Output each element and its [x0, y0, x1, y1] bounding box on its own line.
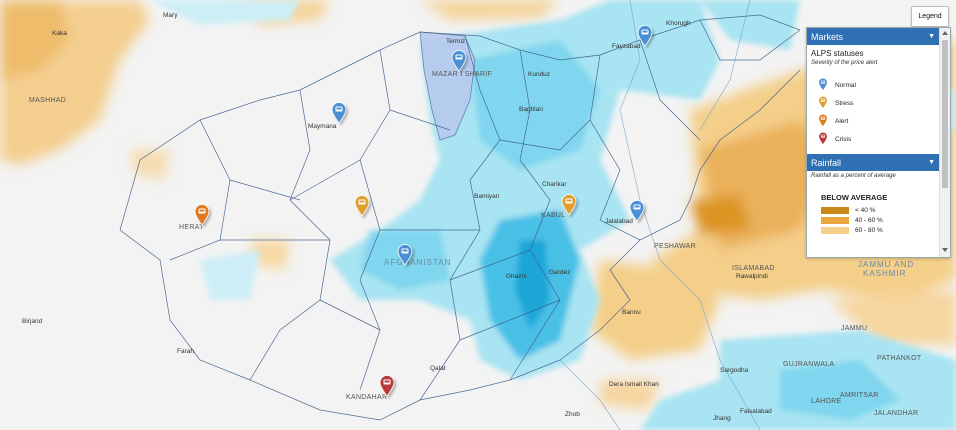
- markets-header-label: Markets: [811, 31, 844, 42]
- color-swatch: [821, 226, 849, 234]
- svg-text:LAHORE: LAHORE: [811, 398, 842, 405]
- legend-scrollbar[interactable]: [939, 28, 950, 257]
- status-list: Normal Stress Alert Crisis: [807, 76, 939, 148]
- status-label: Stress: [835, 99, 854, 107]
- svg-text:Kunduz: Kunduz: [528, 71, 550, 78]
- rainfall-range-list: < 40 % 40 - 60 % 60 - 80 %: [807, 202, 939, 235]
- svg-text:Jalalabad: Jalalabad: [605, 218, 633, 225]
- rainfall-range-item: 40 - 60 %: [807, 215, 939, 225]
- svg-text:MAZAR I SHARIF: MAZAR I SHARIF: [432, 71, 492, 78]
- market-pin-icon: [818, 95, 835, 111]
- chevron-down-icon: ▼: [928, 33, 935, 40]
- svg-text:Sargodha: Sargodha: [720, 367, 749, 374]
- rainfall-header-label: Rainfall: [811, 157, 842, 168]
- svg-text:Charikar: Charikar: [542, 181, 567, 188]
- color-swatch: [821, 206, 849, 214]
- svg-text:Dera Ismail Khan: Dera Ismail Khan: [609, 381, 659, 388]
- legend-button[interactable]: Legend: [911, 6, 949, 27]
- svg-text:Khorugh: Khorugh: [666, 20, 691, 27]
- country-label-jammu: JAMMU AND: [858, 260, 914, 269]
- svg-text:Bamiyan: Bamiyan: [474, 193, 500, 200]
- svg-text:Termiz: Termiz: [446, 38, 465, 45]
- rainfall-range-item: 60 - 80 %: [807, 225, 939, 235]
- market-pin-icon: [818, 113, 835, 129]
- market-marker-icon[interactable]: [561, 194, 577, 216]
- color-swatch: [821, 216, 849, 224]
- market-marker-icon[interactable]: [397, 244, 413, 266]
- scroll-thumb[interactable]: [942, 40, 948, 188]
- svg-text:Qalat: Qalat: [430, 365, 446, 372]
- status-label: Normal: [835, 81, 856, 89]
- svg-text:Zhob: Zhob: [565, 411, 580, 418]
- status-label: Alert: [835, 117, 849, 125]
- svg-text:JAMMU: JAMMU: [841, 325, 867, 332]
- markets-note: Severity of the price alert: [811, 60, 878, 66]
- market-marker-icon[interactable]: [354, 195, 370, 217]
- legend-panel: Markets ▼ ALPS statuses Severity of the …: [806, 27, 951, 258]
- svg-text:Baghlan: Baghlan: [519, 106, 543, 113]
- chevron-down-icon: ▼: [928, 159, 935, 166]
- market-pin-icon: [818, 77, 835, 93]
- svg-text:KABUL: KABUL: [541, 212, 565, 219]
- svg-text:Kaka: Kaka: [52, 30, 67, 37]
- markets-section-header[interactable]: Markets ▼: [807, 28, 939, 45]
- market-marker-icon[interactable]: [451, 50, 467, 72]
- status-item-crisis: Crisis: [807, 130, 939, 148]
- svg-text:Mary: Mary: [163, 12, 178, 19]
- status-item-normal: Normal: [807, 76, 939, 94]
- range-label: < 40 %: [855, 206, 876, 214]
- range-label: 40 - 60 %: [855, 216, 883, 224]
- svg-text:Ghazni: Ghazni: [506, 273, 527, 280]
- svg-text:PESHAWAR: PESHAWAR: [654, 243, 696, 250]
- country-label-afghanistan: AFGHANISTAN: [384, 258, 451, 267]
- svg-text:Birjand: Birjand: [22, 318, 43, 325]
- svg-text:Faisalabad: Faisalabad: [740, 408, 772, 415]
- city-labels: Kaka Mary Termiz Kunduz Khorugh Fayzabad…: [22, 12, 772, 422]
- range-label: 60 - 80 %: [855, 226, 883, 234]
- status-label: Crisis: [835, 135, 852, 143]
- svg-text:AMRITSAR: AMRITSAR: [840, 392, 879, 399]
- svg-text:MASHHAD: MASHHAD: [29, 97, 66, 104]
- svg-text:Rawalpindi: Rawalpindi: [736, 273, 768, 280]
- rainfall-note: Rainfall as a percent of average: [811, 173, 896, 179]
- market-marker-icon[interactable]: [629, 200, 645, 222]
- market-marker-icon[interactable]: [194, 204, 210, 226]
- major-city-labels: MAZAR I SHARIF HERAT KABUL KANDAHAR MASH…: [29, 71, 922, 417]
- svg-text:KANDAHAR: KANDAHAR: [346, 394, 387, 401]
- svg-text:GUJRANWALA: GUJRANWALA: [783, 361, 834, 368]
- status-item-stress: Stress: [807, 94, 939, 112]
- svg-text:PATHANKOT: PATHANKOT: [877, 355, 922, 362]
- below-average-title: BELOW AVERAGE: [821, 193, 888, 202]
- rainfall-section-header[interactable]: Rainfall ▼: [807, 154, 939, 171]
- svg-text:Maymana: Maymana: [308, 123, 337, 130]
- scroll-down-icon[interactable]: [942, 248, 948, 252]
- svg-text:Gardez: Gardez: [549, 269, 570, 276]
- svg-text:HERAT: HERAT: [179, 224, 204, 231]
- svg-text:Bannu: Bannu: [622, 309, 641, 316]
- province-boundaries: [119, 14, 801, 421]
- status-item-alert: Alert: [807, 112, 939, 130]
- markets-subtitle: ALPS statuses: [811, 49, 864, 58]
- svg-text:Jhang: Jhang: [713, 415, 731, 422]
- rainfall-range-item: < 40 %: [807, 205, 939, 215]
- market-marker-icon[interactable]: [379, 375, 395, 397]
- svg-text:Fayzabad: Fayzabad: [612, 43, 641, 50]
- rivers: [559, 0, 761, 430]
- svg-text:JALANDHAR: JALANDHAR: [874, 410, 918, 417]
- market-marker-icon[interactable]: [637, 25, 653, 47]
- svg-text:Farah: Farah: [177, 348, 194, 355]
- svg-text:ISLAMABAD: ISLAMABAD: [732, 265, 775, 272]
- market-marker-icon[interactable]: [331, 102, 347, 124]
- country-label-kashmir: KASHMIR: [863, 269, 906, 278]
- scroll-up-icon[interactable]: [942, 31, 948, 35]
- market-pin-icon: [818, 131, 835, 147]
